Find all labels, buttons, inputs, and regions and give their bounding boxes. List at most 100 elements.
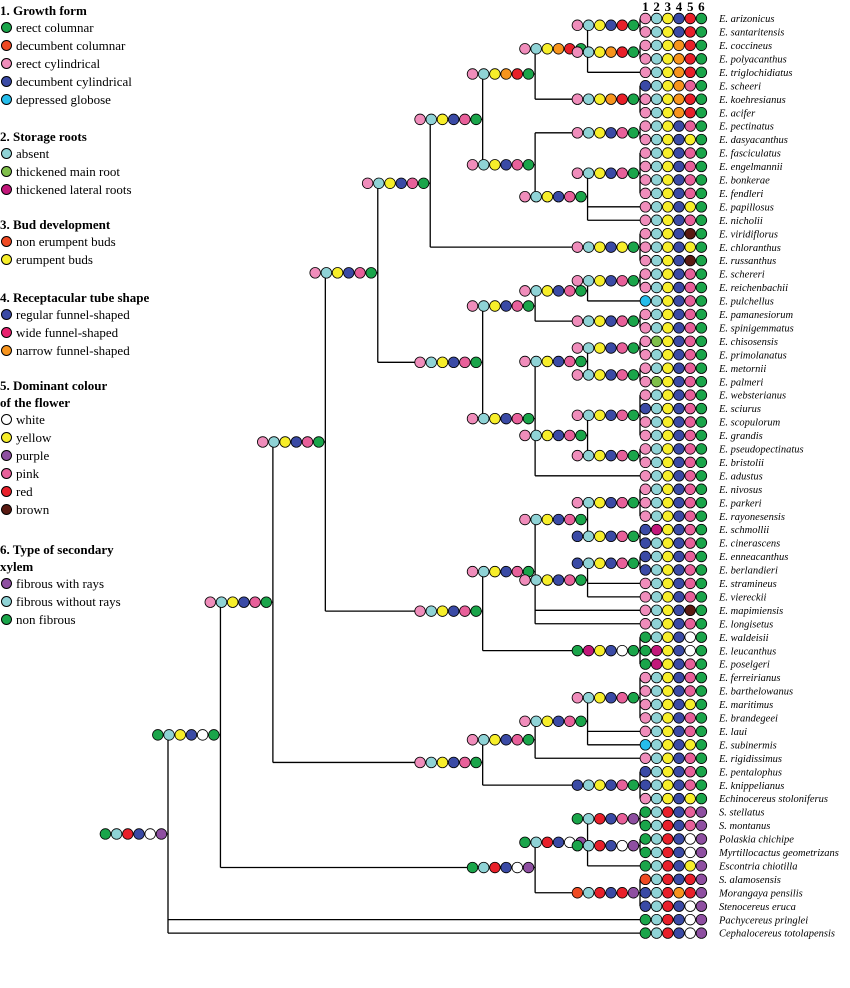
column-header: 3 (665, 0, 672, 14)
character-state-cell (662, 671, 674, 684)
character-state-cell (695, 227, 708, 240)
character-state-cell (639, 698, 652, 711)
character-state-cell (650, 416, 663, 428)
character-state-cell (684, 510, 696, 522)
character-state-cell (684, 873, 696, 886)
character-state-cell (695, 927, 708, 939)
character-state-cell (673, 147, 685, 159)
legend-section: 2. Storage roots absent thickened main roo… (0, 128, 132, 199)
character-state-cell (639, 416, 652, 428)
legend-swatch (1, 148, 12, 159)
character-state-cell (673, 927, 685, 939)
node-state-marker (436, 605, 449, 617)
node-state-marker (594, 779, 606, 791)
character-state-cell (650, 402, 663, 415)
column-header: 4 (676, 0, 683, 14)
character-state-cell (639, 846, 652, 859)
character-state-cell (684, 577, 696, 590)
character-state-cell (695, 120, 708, 132)
node-state-marker (249, 596, 261, 608)
node-state-marker (530, 715, 542, 727)
character-state-cell (673, 349, 685, 361)
legend-label: thickened lateral roots (16, 182, 132, 197)
character-state-cell (673, 254, 685, 267)
character-state-cell (662, 429, 674, 442)
taxon-label: E. viridiflorus (718, 229, 778, 240)
node-state-marker (511, 734, 524, 746)
character-state-cell (673, 402, 685, 415)
node-state-marker (616, 19, 628, 31)
node-state-marker (459, 756, 471, 769)
character-state-cell (684, 375, 696, 388)
node-state-marker (500, 734, 512, 746)
node-state-marker (489, 861, 501, 874)
taxon-label: E. bonkerae (718, 176, 770, 187)
character-state-cell (684, 523, 696, 536)
legend-swatch (1, 22, 12, 33)
character-state-cell (639, 187, 652, 200)
character-state-cell (684, 618, 696, 630)
character-state-cell (639, 241, 652, 253)
character-state-cell (639, 443, 652, 455)
character-state-cell (662, 53, 674, 65)
taxon-label: Myrtillocactus geometrizans (718, 848, 839, 859)
character-state-cell (684, 550, 696, 563)
taxon-label: E. knippelianus (718, 781, 784, 792)
character-state-cell (673, 725, 685, 738)
node-state-marker (500, 412, 512, 425)
node-state-marker (500, 68, 512, 80)
character-state-cell (662, 618, 674, 630)
node-state-marker (522, 68, 535, 80)
node-state-marker (425, 756, 437, 769)
character-state-cell (662, 644, 674, 657)
node-state-marker (530, 513, 542, 526)
legend-label: absent (16, 146, 50, 161)
character-state-cell (662, 174, 674, 186)
character-state-cell (639, 227, 652, 240)
character-state-cell (673, 214, 685, 226)
character-state-cell (695, 779, 708, 791)
character-state-cell (639, 591, 652, 603)
character-state-cell (673, 483, 685, 495)
node-state-marker (605, 127, 617, 139)
node-state-marker (627, 241, 640, 253)
legend-item: decumbent columnar (0, 37, 132, 55)
node-state-marker (196, 729, 209, 741)
character-state-cell (639, 833, 652, 845)
character-state-cell (673, 819, 685, 832)
node-state-marker (522, 734, 535, 746)
node-state-marker (155, 828, 168, 840)
node-state-marker (478, 412, 490, 425)
character-state-cell (650, 698, 663, 711)
taxon-label: E. pentalophus (718, 767, 782, 778)
legend-label: non fibrous (16, 612, 76, 627)
character-state-cell (639, 322, 652, 334)
character-state-cell (662, 106, 674, 119)
character-state-cell (662, 604, 674, 617)
character-state-cell (673, 806, 685, 818)
node-state-marker (185, 729, 198, 741)
node-state-marker (470, 356, 482, 369)
taxon-label: E. enneacanthus (718, 552, 788, 563)
legend-swatch (1, 614, 12, 625)
node-state-marker (616, 127, 628, 139)
node-state-marker (627, 409, 640, 421)
character-state-cell (662, 147, 674, 159)
character-state-cell (639, 254, 652, 267)
character-state-cell (673, 133, 685, 146)
node-state-marker (627, 93, 640, 105)
character-state-cell (673, 281, 685, 294)
character-state-cell (695, 241, 708, 253)
node-state-marker (571, 315, 584, 327)
node-state-marker (313, 436, 325, 448)
ancestral-state-markers (99, 19, 640, 899)
node-state-marker (575, 355, 587, 368)
character-state-cell (639, 160, 652, 173)
character-state-cell (650, 860, 663, 872)
node-state-marker (605, 315, 617, 327)
node-state-marker (571, 127, 584, 139)
character-state-cell (639, 685, 652, 697)
character-state-cell (662, 766, 674, 778)
character-state-cell (673, 106, 685, 119)
